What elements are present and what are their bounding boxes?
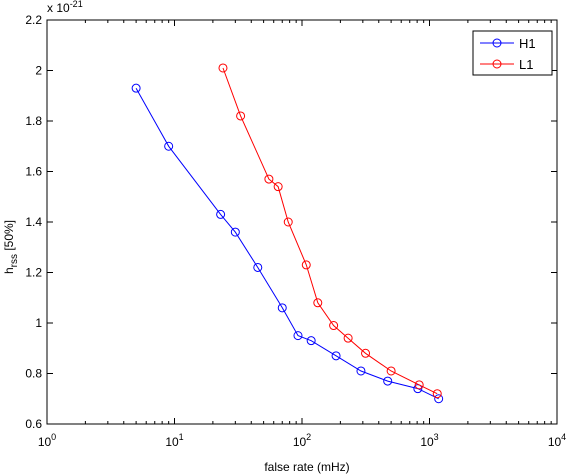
data-point-l1 xyxy=(386,366,396,376)
data-point-l1 xyxy=(313,298,323,308)
x-tick-label: 100 xyxy=(38,432,56,449)
data-point-l1 xyxy=(236,111,246,121)
y-tick-label: 1.6 xyxy=(25,165,42,179)
data-point-l1 xyxy=(343,333,353,343)
y-axis-label: hrss [50%] xyxy=(2,220,20,274)
y-tick-label: 2.2 xyxy=(25,13,42,27)
legend-entry-l1: L1 xyxy=(480,57,533,72)
data-point-l1 xyxy=(273,182,283,192)
y-multiplier-base: x 10 xyxy=(47,1,70,15)
legend-label-l1: L1 xyxy=(519,57,533,72)
x-tick-label: 102 xyxy=(293,432,311,449)
y-tick-label: 1.2 xyxy=(25,266,42,280)
legend-box xyxy=(472,30,553,76)
series-line-l1 xyxy=(222,67,438,395)
x-axis-label: false rate (mHz) xyxy=(264,460,349,474)
legend-entry-h1: H1 xyxy=(480,36,536,51)
y-tick-label: 1.8 xyxy=(25,114,42,128)
data-point-l1 xyxy=(329,321,339,331)
y-multiplier-exponent: -21 xyxy=(70,0,83,9)
data-point-h1 xyxy=(293,331,303,341)
series-l1 xyxy=(218,63,442,399)
plot-area-border xyxy=(46,19,558,425)
data-point-h1 xyxy=(253,262,263,272)
data-point-h1 xyxy=(306,336,316,346)
x-axis-ticks: 100 101 102 103 104 xyxy=(38,20,566,449)
y-label-subscript: rss xyxy=(9,254,20,267)
legend: H1 L1 xyxy=(472,30,553,76)
data-point-h1 xyxy=(331,351,341,361)
data-point-h1 xyxy=(434,394,444,404)
series-layer xyxy=(131,63,444,404)
data-point-l1 xyxy=(301,260,311,270)
y-tick-label: 2 xyxy=(35,64,42,78)
data-point-h1 xyxy=(216,209,226,219)
data-point-h1 xyxy=(131,83,141,93)
data-point-l1 xyxy=(432,389,442,399)
data-point-h1 xyxy=(356,366,366,376)
legend-label-h1: H1 xyxy=(519,36,536,51)
y-label-main: h xyxy=(2,267,16,274)
y-tick-label: 0.8 xyxy=(25,367,42,381)
y-axis-ticks: 0.6 0.8 1 1.2 1.4 1.6 1.8 2 2.2 xyxy=(25,13,557,431)
y-tick-label: 1 xyxy=(35,316,42,330)
x-tick-label: 104 xyxy=(548,432,566,449)
y-tick-label: 0.6 xyxy=(25,417,42,431)
data-point-h1 xyxy=(277,303,287,313)
data-point-l1 xyxy=(264,174,274,184)
x-tick-label: 103 xyxy=(420,432,438,449)
series-h1 xyxy=(131,83,444,404)
data-point-h1 xyxy=(383,376,393,386)
series-line-h1 xyxy=(135,87,439,400)
data-point-l1 xyxy=(414,380,424,390)
data-point-l1 xyxy=(361,348,371,358)
data-point-h1 xyxy=(164,141,174,151)
y-axis-multiplier: x 10-21 xyxy=(47,0,83,15)
x-tick-label: 101 xyxy=(165,432,183,449)
data-point-h1 xyxy=(230,227,240,237)
plot-frame xyxy=(46,19,558,425)
y-label-suffix: [50%] xyxy=(2,220,16,254)
y-tick-label: 1.4 xyxy=(25,215,42,229)
data-point-l1 xyxy=(283,217,293,227)
data-point-l1 xyxy=(218,63,228,73)
